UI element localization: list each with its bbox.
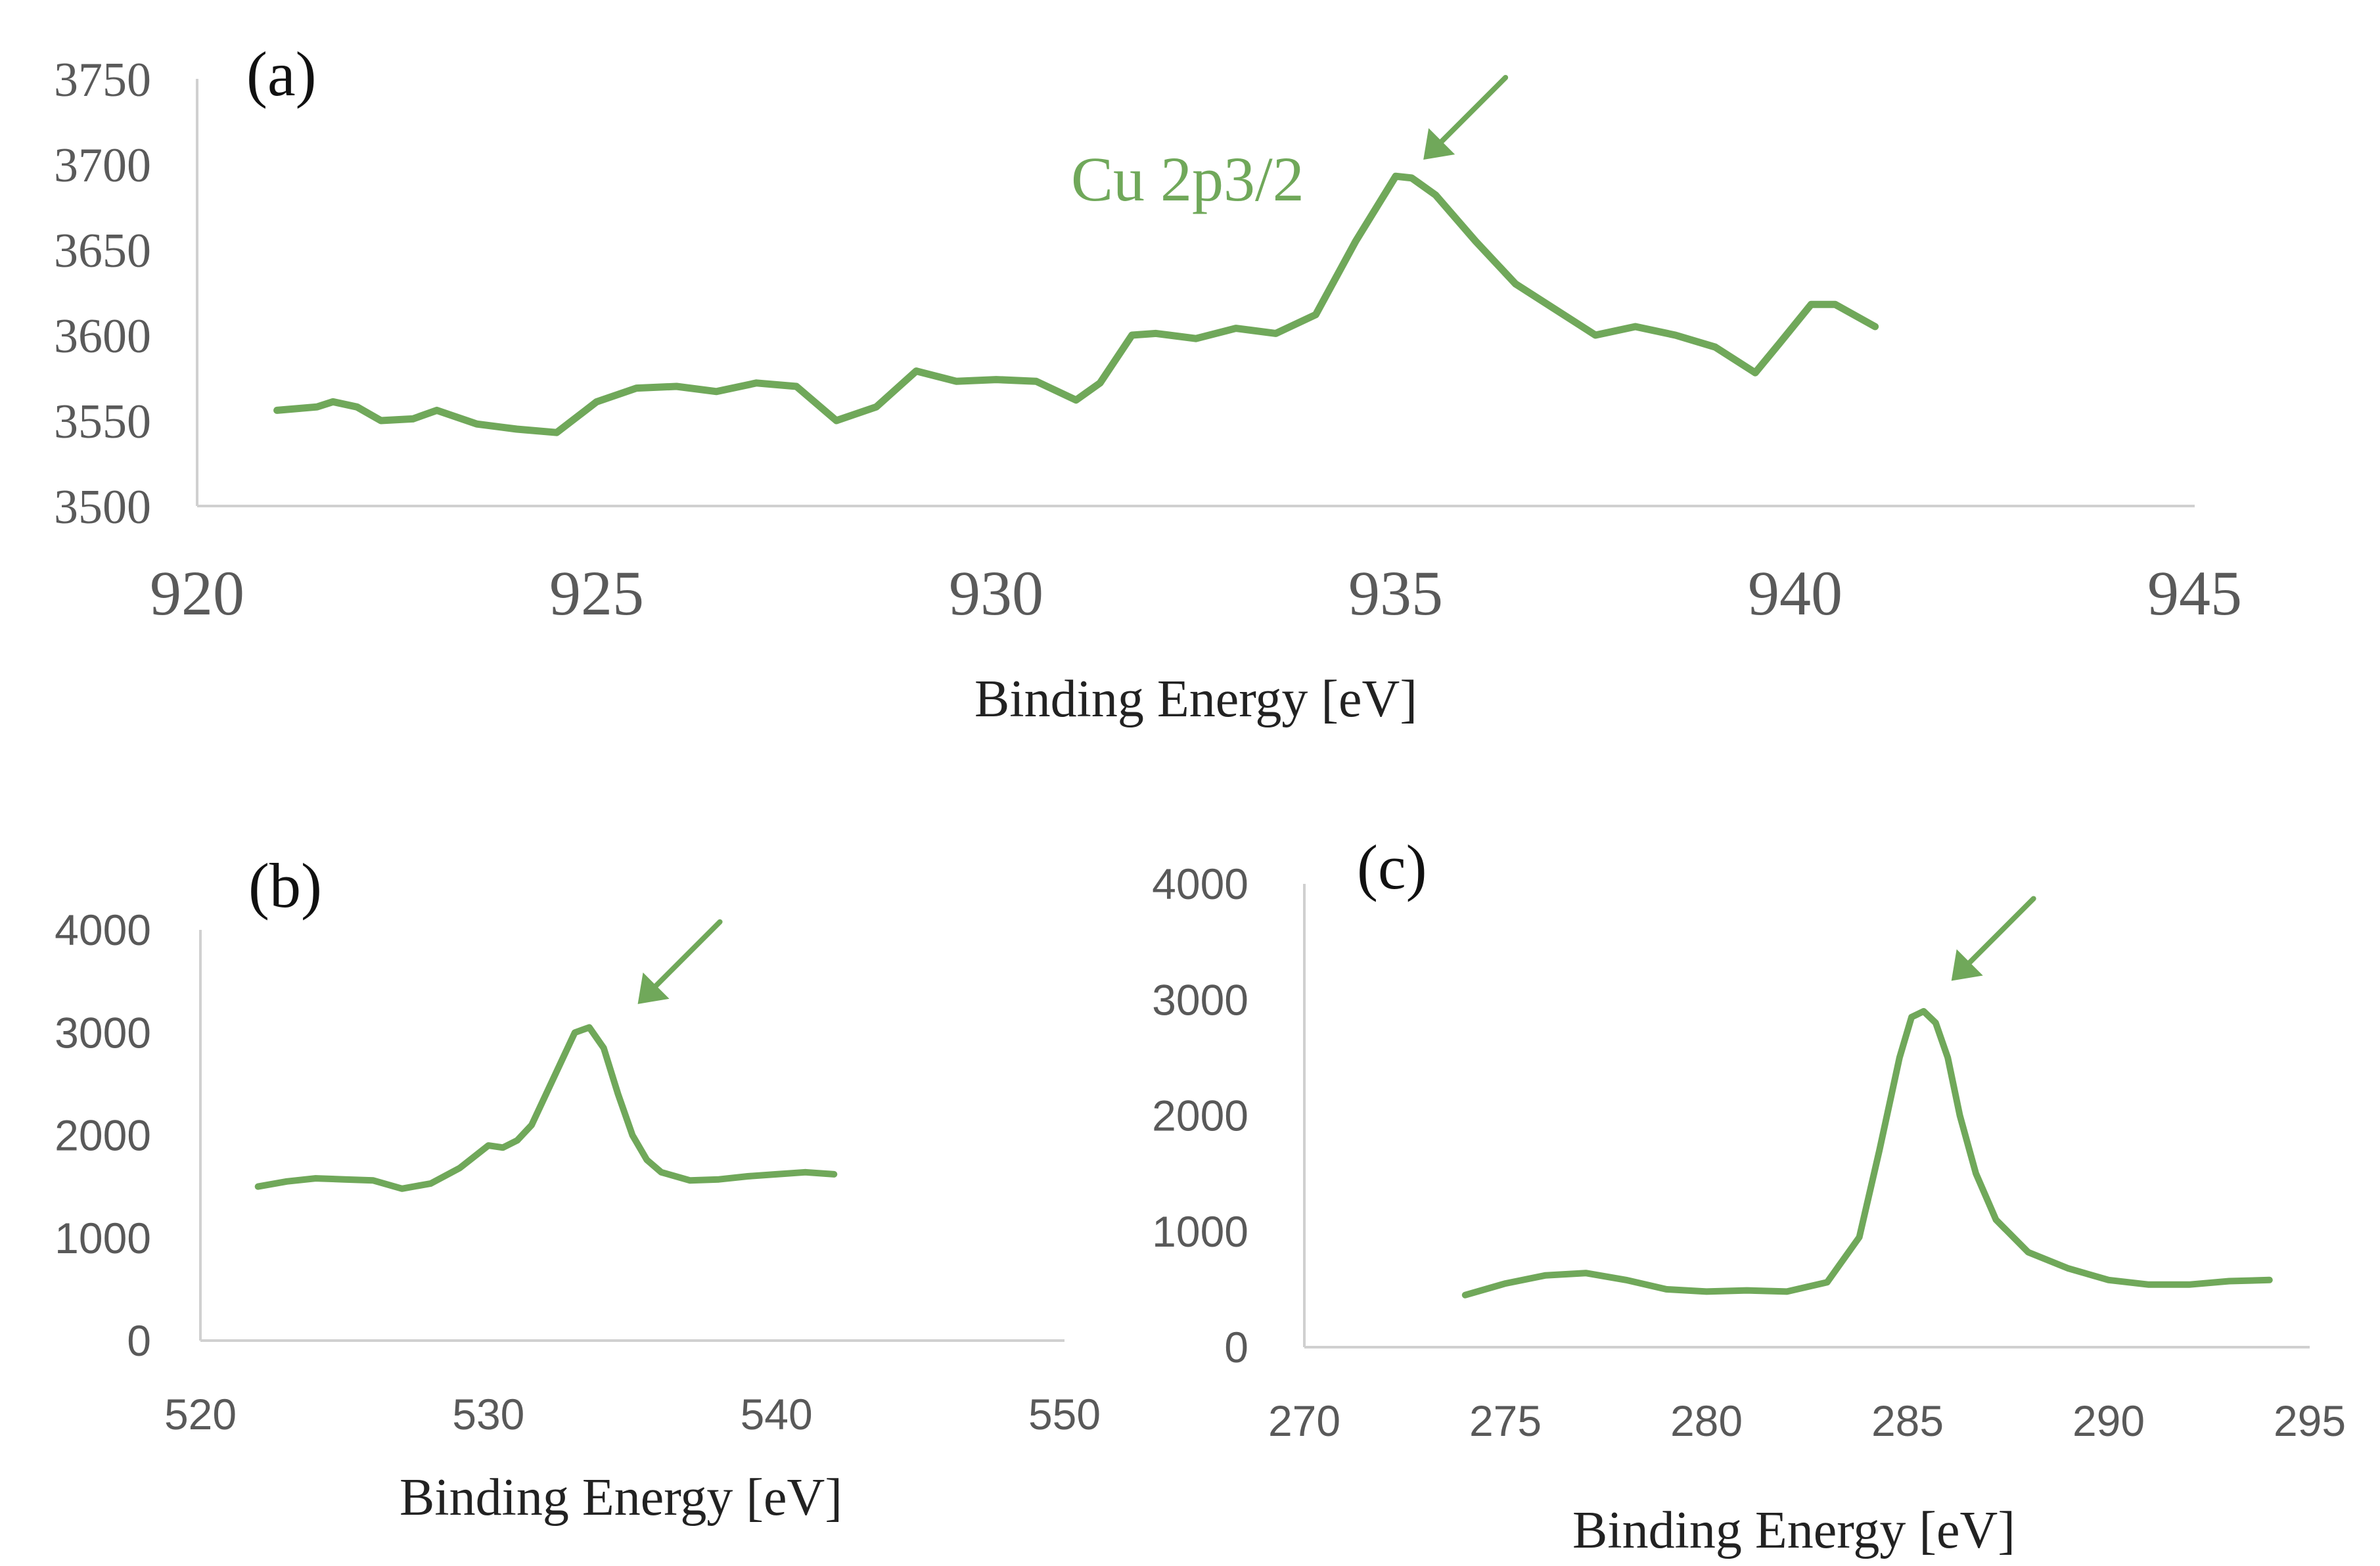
panel-c-label: (c) [1357, 832, 1427, 902]
y-tick-label: 4000 [1152, 860, 1248, 908]
x-tick-label: 930 [949, 558, 1043, 628]
x-tick-label: 520 [164, 1390, 237, 1439]
y-tick-label: 0 [127, 1316, 151, 1365]
panel-c-x-axis-title: Binding Energy [eV] [1572, 1502, 2015, 1559]
arrow-shaft [1960, 896, 2036, 972]
x-tick-label: 530 [452, 1390, 524, 1439]
y-tick-label: 1000 [1152, 1207, 1248, 1256]
y-tick-label: 3500 [54, 480, 151, 534]
panel-b-x-axis-title: Binding Energy [eV] [400, 1469, 842, 1527]
x-tick-label: 920 [150, 558, 244, 628]
panel-b-label: (b) [248, 850, 322, 921]
panel-a-annotation: Cu 2p3/2 [1071, 144, 1304, 214]
panel-b-arrow [637, 919, 723, 1004]
panel-a-label: (a) [246, 39, 317, 109]
panel-b-series-line [254, 1024, 838, 1192]
panel-c-axes [1303, 884, 2310, 1348]
x-tick-label: 275 [1469, 1396, 1542, 1445]
panel-a-x-axis-title: Binding Energy [eV] [974, 670, 1417, 728]
panel-c-x-ticks: 270 275 280 285 290 295 [1268, 1396, 2346, 1445]
arrow-head [1951, 949, 1983, 981]
panel-c-arrow [1951, 896, 2036, 981]
panel-a-arrow [1423, 75, 1509, 160]
x-tick-label: 285 [1871, 1396, 1944, 1445]
y-tick-label: 3000 [1152, 975, 1248, 1024]
y-tick-label: 3750 [54, 53, 151, 107]
arrow-shaft [1432, 75, 1509, 150]
arrow-head [1423, 128, 1455, 160]
panel-c-y-ticks: 0 1000 2000 3000 4000 [1152, 860, 1248, 1371]
x-tick-label: 945 [2147, 558, 2242, 628]
arrow-shaft [647, 919, 723, 995]
y-tick-label: 1000 [55, 1214, 151, 1262]
x-tick-label: 280 [1670, 1396, 1743, 1445]
y-tick-label: 3650 [54, 224, 151, 278]
arrow-head [637, 972, 670, 1004]
x-tick-label: 550 [1028, 1390, 1101, 1439]
panel-a: (a) 3500 3550 3600 3650 3700 3750 920 925 930 93… [54, 39, 2242, 728]
panel-c-series-line [1461, 1007, 2273, 1299]
panel-a-series-line [273, 172, 1879, 436]
x-tick-label: 540 [741, 1390, 813, 1439]
y-tick-label: 4000 [55, 906, 151, 954]
panel-b-axes [199, 930, 1064, 1342]
panel-a-y-ticks: 3500 3550 3600 3650 3700 3750 [54, 53, 151, 534]
x-tick-label: 940 [1748, 558, 1842, 628]
y-tick-label: 3000 [55, 1008, 151, 1057]
x-tick-label: 925 [549, 558, 644, 628]
y-tick-label: 2000 [55, 1111, 151, 1160]
y-tick-label: 3700 [54, 139, 151, 193]
y-tick-label: 0 [1224, 1323, 1248, 1371]
panel-b-x-ticks: 520 530 540 550 [164, 1390, 1101, 1439]
x-tick-label: 270 [1268, 1396, 1340, 1445]
panel-a-x-ticks: 920 925 930 935 940 945 [150, 558, 2242, 628]
y-tick-label: 2000 [1152, 1092, 1248, 1140]
x-tick-label: 295 [2274, 1396, 2346, 1445]
panel-a-axes [196, 79, 2195, 507]
panel-b: (b) 0 1000 2000 3000 4000 520 530 540 550 Bindi… [55, 850, 1101, 1527]
x-tick-label: 290 [2072, 1396, 2145, 1445]
panel-b-y-ticks: 0 1000 2000 3000 4000 [55, 906, 151, 1365]
y-tick-label: 3550 [54, 395, 151, 449]
x-tick-label: 935 [1348, 558, 1443, 628]
y-tick-label: 3600 [54, 310, 151, 363]
panel-c: (c) 0 1000 2000 3000 4000 270 275 280 285 290 295… [1152, 832, 2346, 1559]
